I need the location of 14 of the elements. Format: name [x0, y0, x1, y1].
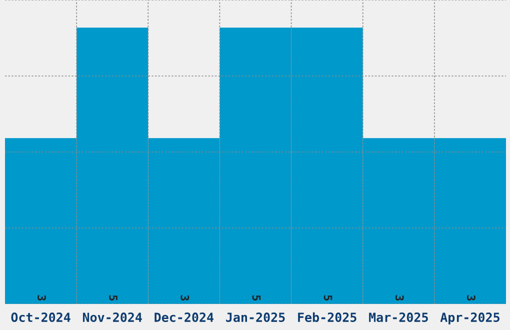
data-label: 3 [180, 295, 190, 301]
data-label: 5 [109, 295, 118, 300]
data-label: 3 [395, 295, 404, 301]
data-label: 3 [466, 295, 476, 301]
x-tick-label: Dec-2024 [154, 312, 214, 322]
x-tick-label: Apr-2025 [440, 312, 500, 324]
x-tick-label: Nov-2024 [82, 312, 142, 322]
data-label: 5 [324, 295, 332, 300]
x-tick-label: Jan-2025 [226, 312, 285, 322]
data-label: 5 [252, 295, 261, 300]
x-tick-label: Feb-2025 [298, 312, 356, 322]
x-tick-label: Oct-2024 [11, 312, 70, 322]
data-label: 3 [38, 295, 46, 301]
x-tick-label: Mar-2025 [369, 312, 428, 322]
